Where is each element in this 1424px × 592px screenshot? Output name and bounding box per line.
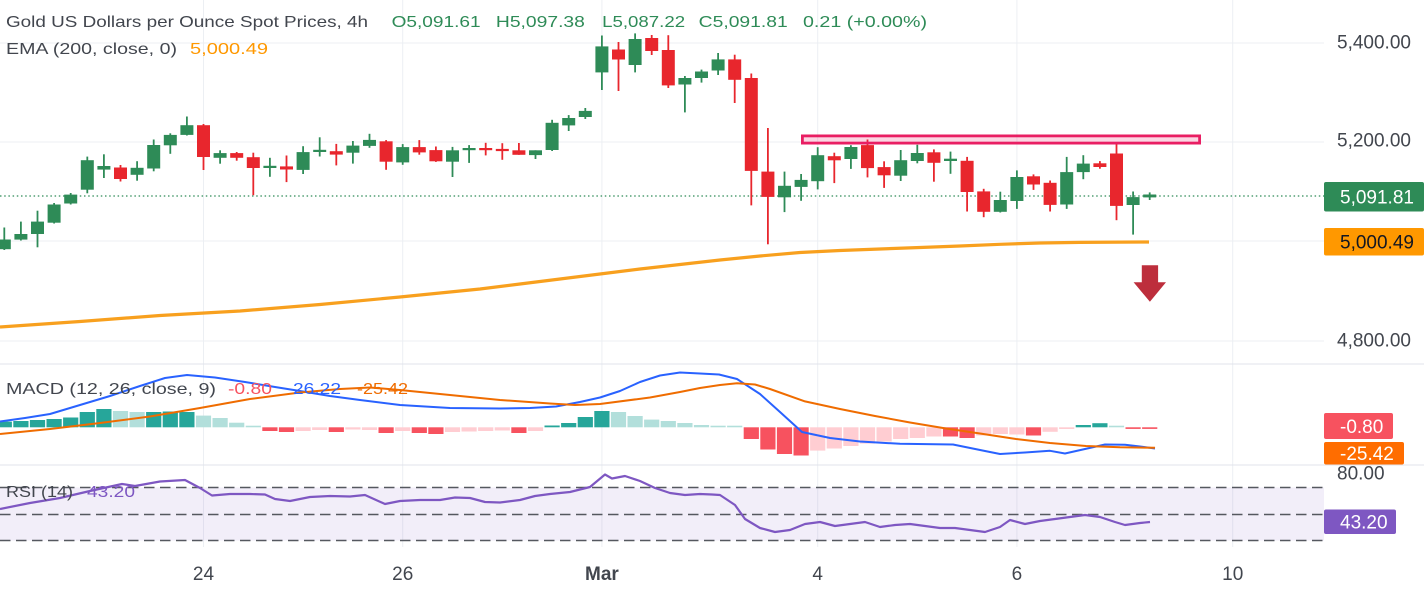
svg-text:5,000.49: 5,000.49 [1340, 233, 1414, 254]
svg-text:5,400.00: 5,400.00 [1337, 33, 1411, 54]
svg-text:Gold US Dollars per Ounce Spot: Gold US Dollars per Ounce Spot Prices, 4… [6, 14, 368, 31]
svg-text:-0.80: -0.80 [228, 381, 272, 398]
svg-text:5,091.81: 5,091.81 [1340, 188, 1414, 209]
svg-text:43.20: 43.20 [1340, 513, 1388, 534]
svg-text:EMA (200, close, 0): EMA (200, close, 0) [6, 41, 177, 58]
svg-text:0.21 (+0.00%): 0.21 (+0.00%) [803, 14, 927, 31]
svg-text:4: 4 [812, 564, 823, 585]
svg-text:6: 6 [1012, 564, 1023, 585]
svg-text:5,000.49: 5,000.49 [190, 41, 268, 58]
svg-text:4,800.00: 4,800.00 [1337, 331, 1411, 352]
svg-text:26.22: 26.22 [293, 381, 341, 398]
svg-text:26: 26 [392, 564, 413, 585]
svg-text:24: 24 [193, 564, 215, 585]
svg-text:-0.80: -0.80 [1340, 417, 1383, 438]
svg-text:5,200.00: 5,200.00 [1337, 131, 1411, 152]
svg-text:O5,091.61: O5,091.61 [392, 14, 481, 31]
svg-text:10: 10 [1222, 564, 1243, 585]
svg-text:L5,087.22: L5,087.22 [602, 14, 685, 31]
svg-text:RSI (14): RSI (14) [6, 484, 73, 501]
svg-text:MACD (12, 26, close, 9): MACD (12, 26, close, 9) [6, 381, 216, 398]
svg-text:H5,097.38: H5,097.38 [496, 14, 585, 31]
svg-text:-25.42: -25.42 [1340, 444, 1394, 465]
svg-text:Mar: Mar [585, 564, 619, 585]
svg-text:80.00: 80.00 [1337, 464, 1385, 485]
svg-text:C5,091.81: C5,091.81 [699, 14, 788, 31]
svg-text:43.20: 43.20 [87, 484, 135, 501]
svg-text:-25.42: -25.42 [357, 381, 408, 398]
